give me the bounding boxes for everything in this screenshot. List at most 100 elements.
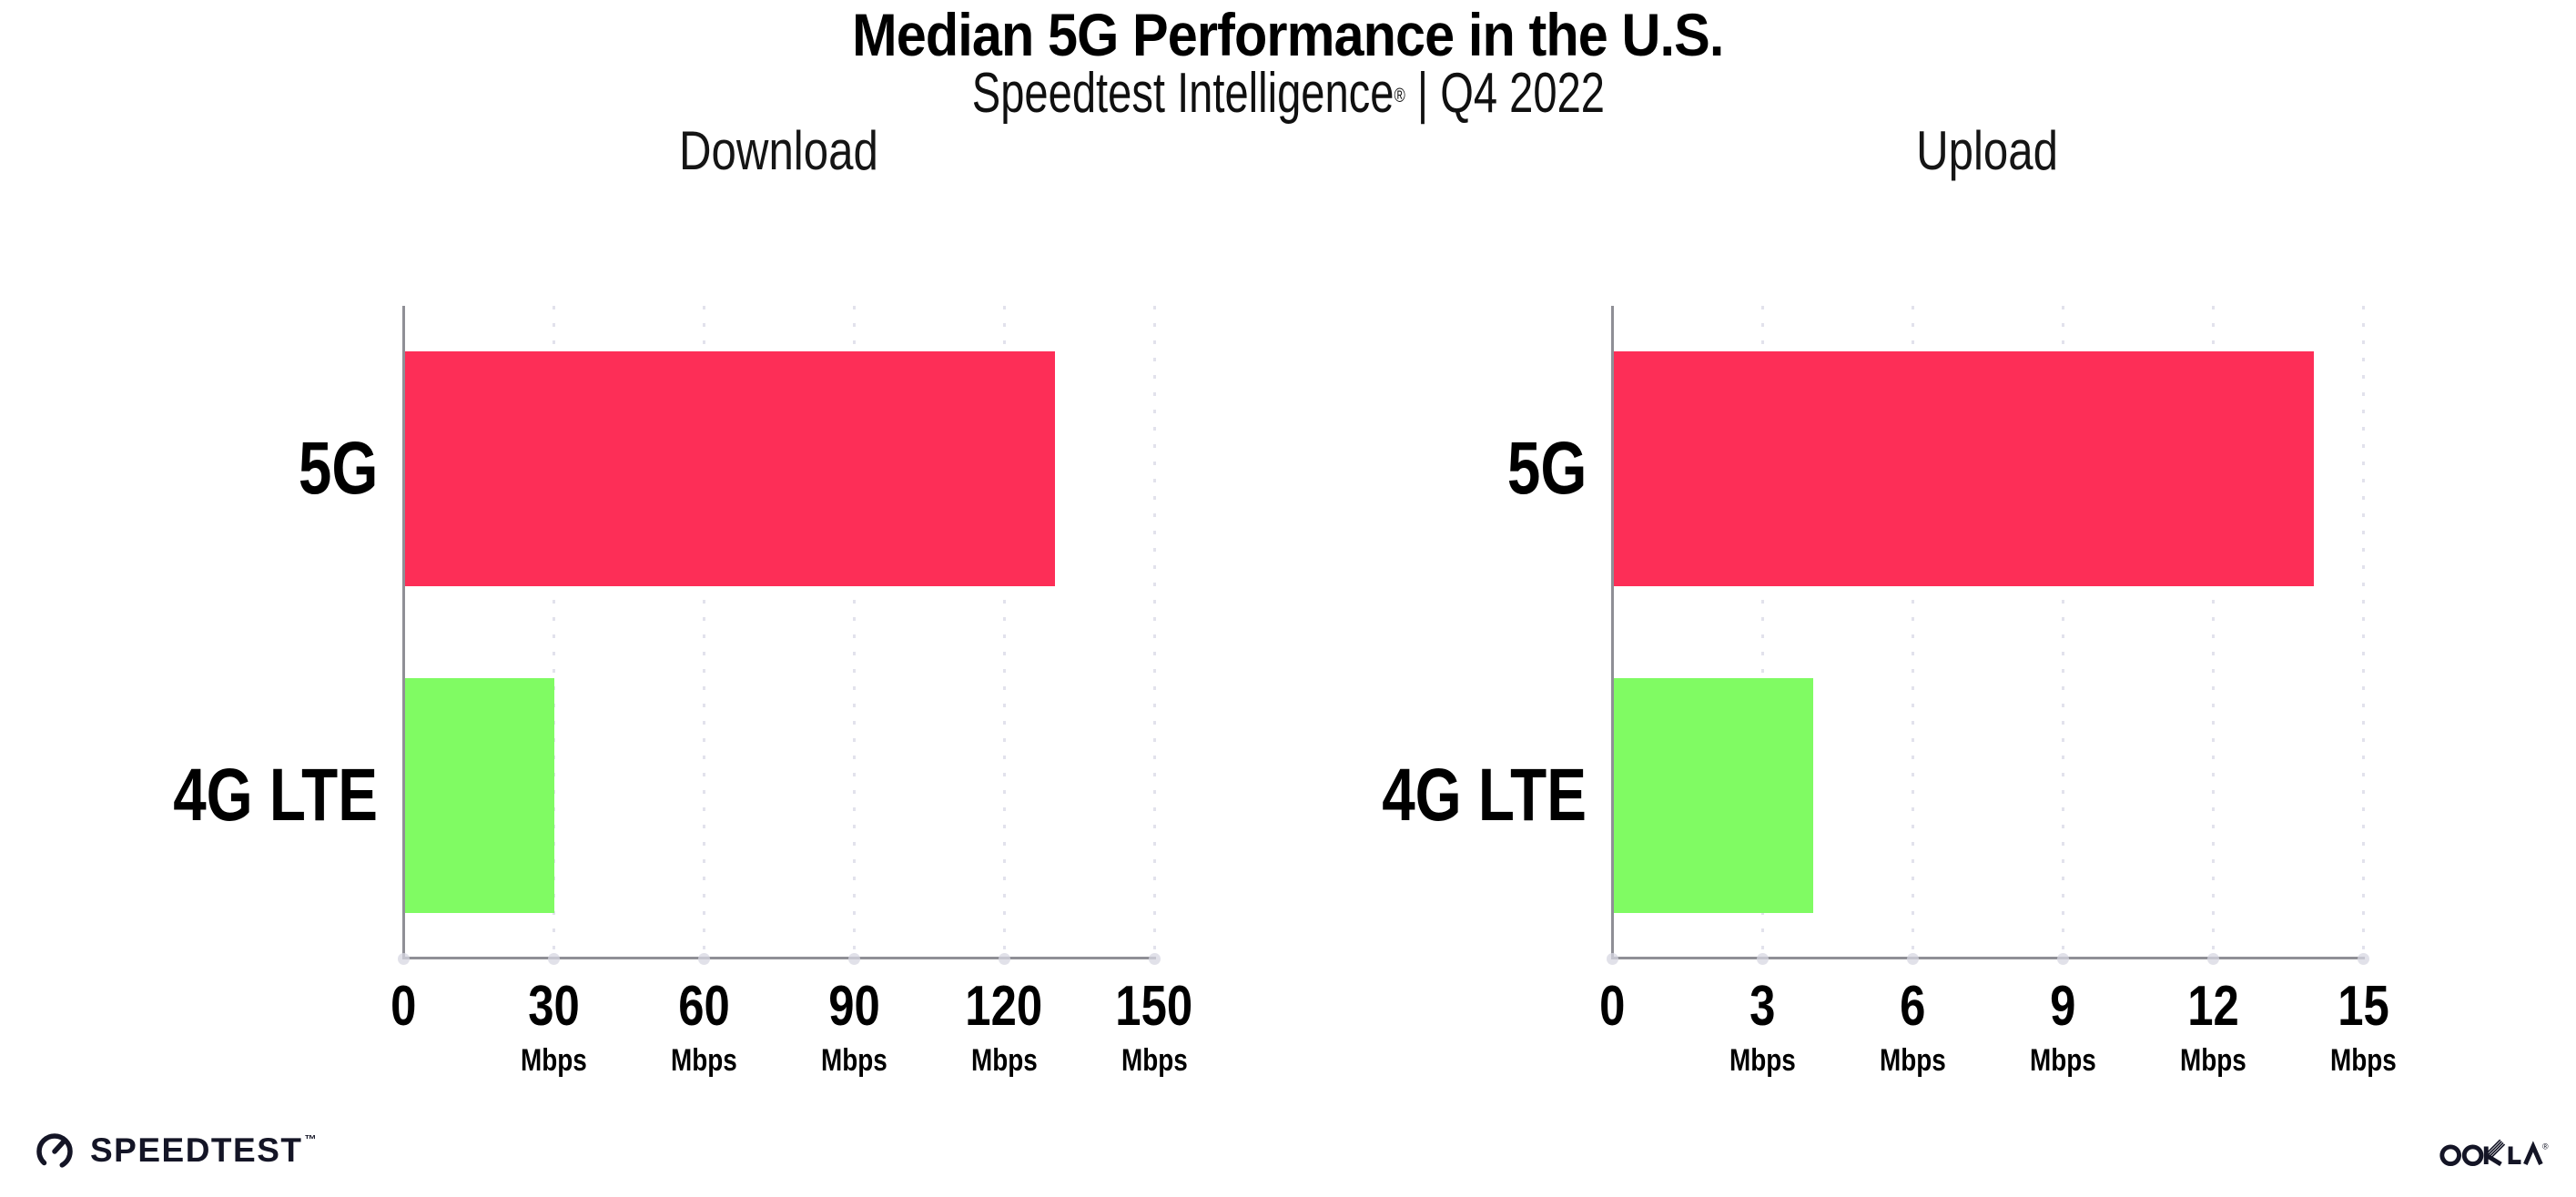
x-tick-unit-text: Mbps	[2179, 1043, 2246, 1078]
upload-chart: Upload 0 3 Mbps 6 Mbps 9 Mbps 12 Mbps 15 Mbps 5G 4G L…	[1382, 120, 2396, 1077]
x-tick-value: 30	[435, 979, 672, 1035]
x-tick-15: 15 Mbps	[2245, 979, 2481, 1078]
x-tick-value: 60	[585, 979, 822, 1035]
x-tick-unit-text: Mbps	[670, 1043, 737, 1078]
x-tick-value-text: 12	[2186, 975, 2239, 1038]
gridline-120	[1002, 306, 1006, 959]
gridline-3	[1760, 306, 1764, 959]
download-y-axis	[402, 306, 405, 959]
upload-x-axis	[1611, 957, 2365, 959]
axis-tick-dot-6	[1906, 953, 1919, 965]
axis-tick-dot-60	[697, 953, 710, 965]
gridline-150	[1152, 306, 1156, 959]
axis-tick-dot-12	[2206, 953, 2219, 965]
upload-y-axis	[1611, 306, 1614, 959]
x-tick-0: 0	[285, 979, 522, 1035]
axis-tick-dot-9	[2056, 953, 2069, 965]
download-chart-title: Download	[403, 119, 1154, 183]
axis-tick-dot-120	[998, 953, 1010, 965]
x-tick-3: 3 Mbps	[1644, 979, 1881, 1078]
x-tick-value-text: 3	[1749, 975, 1776, 1038]
x-tick-value-text: 9	[2049, 975, 2076, 1038]
gridline-6	[1911, 306, 1914, 959]
x-tick-value: 120	[886, 979, 1122, 1035]
x-tick-30: 30 Mbps	[435, 979, 672, 1078]
x-tick-unit: Mbps	[1944, 1044, 2181, 1077]
speedtest-label: SPEEDTEST	[90, 1131, 303, 1169]
category-label-text: 4G LTE	[173, 753, 378, 837]
gridline-15	[2361, 306, 2365, 959]
axis-tick-dot-150	[1148, 953, 1161, 965]
upload-chart-title-text: Upload	[1916, 120, 2059, 181]
x-tick-value: 6	[1794, 979, 2031, 1035]
axis-tick-dot-15	[2357, 953, 2369, 965]
x-tick-unit-text: Mbps	[970, 1043, 1038, 1078]
upload-chart-title: Upload	[1612, 119, 2363, 183]
x-tick-150: 150 Mbps	[1036, 979, 1273, 1078]
page-title: Median 5G Performance in the U.S.	[0, 1, 2576, 68]
x-tick-value: 15	[2245, 979, 2481, 1035]
download-chart-title-text: Download	[679, 120, 878, 181]
x-tick-value-text: 30	[527, 975, 580, 1038]
x-tick-value-text: 6	[1899, 975, 1926, 1038]
subtitle-brand: Speedtest Intelligence	[971, 62, 1394, 125]
x-tick-12: 12 Mbps	[2094, 975, 2331, 1078]
download-x-axis	[402, 957, 1156, 959]
gridline-12	[2211, 306, 2215, 959]
download-bar-5g	[404, 351, 1055, 587]
category-label-text: 5G	[298, 427, 378, 511]
x-tick-value-text: 90	[827, 975, 880, 1038]
upload-bar-4g-lte	[1613, 677, 1813, 913]
download-bar-4g-lte	[404, 677, 554, 913]
x-tick-unit-text: Mbps	[520, 1043, 587, 1078]
upload-bar-5g	[1613, 351, 2314, 587]
x-tick-unit: Mbps	[1036, 1044, 1273, 1077]
page-title-text: Median 5G Performance in the U.S.	[852, 1, 1724, 68]
registered-mark: ®	[1394, 84, 1405, 107]
gridline-30	[552, 306, 555, 959]
x-tick-value-text: 0	[390, 975, 417, 1038]
x-tick-unit: Mbps	[735, 1044, 972, 1077]
page-subtitle: Speedtest Intelligence® | Q4 2022	[0, 66, 2576, 122]
x-tick-value: 150	[1036, 979, 1273, 1035]
speedtest-wordmark: SPEEDTEST ™	[90, 1131, 317, 1169]
x-tick-value-text: 0	[1598, 975, 1626, 1038]
x-tick-6: 6 Mbps	[1794, 979, 2031, 1078]
axis-tick-dot-0	[397, 953, 410, 965]
x-tick-value: 3	[1644, 979, 1881, 1035]
x-tick-9: 9 Mbps	[1944, 979, 2181, 1078]
x-tick-90: 90 Mbps	[735, 979, 972, 1078]
x-tick-unit: Mbps	[2245, 1044, 2481, 1077]
ookla-registered-mark: ®	[2542, 1142, 2549, 1151]
download-category-label-4g-lte: 4G LTE	[0, 750, 378, 841]
x-tick-unit: Mbps	[585, 1044, 822, 1077]
x-tick-value: 0	[1494, 979, 1730, 1035]
x-tick-value-text: 60	[677, 975, 730, 1038]
x-tick-value: 9	[1944, 979, 2181, 1035]
subtitle-period: | Q4 2022	[1405, 62, 1605, 125]
x-tick-unit-text: Mbps	[2329, 1043, 2397, 1078]
x-tick-unit-text: Mbps	[1879, 1043, 1946, 1078]
upload-category-label-5g: 5G	[1040, 423, 1587, 514]
x-tick-unit: Mbps	[435, 1044, 672, 1077]
x-tick-unit: Mbps	[1644, 1044, 1881, 1077]
x-tick-unit-text: Mbps	[1121, 1043, 1188, 1078]
x-tick-unit-text: Mbps	[2029, 1043, 2096, 1078]
ookla-logo: ®	[2439, 1134, 2551, 1171]
ookla-wordmark-icon: ®	[2439, 1139, 2549, 1167]
x-tick-unit: Mbps	[1794, 1044, 2031, 1077]
x-tick-60: 60 Mbps	[585, 979, 822, 1078]
x-tick-unit-text: Mbps	[820, 1043, 887, 1078]
axis-tick-dot-0	[1606, 953, 1618, 965]
x-tick-unit-text: Mbps	[1729, 1043, 1796, 1078]
x-tick-value-text: 150	[1115, 975, 1193, 1038]
speedtest-gauge-icon	[33, 1129, 76, 1172]
axis-tick-dot-30	[547, 953, 560, 965]
upload-category-label-4g-lte: 4G LTE	[1040, 750, 1587, 841]
x-tick-0: 0	[1494, 979, 1730, 1035]
gridline-60	[702, 306, 705, 959]
x-tick-value-text: 120	[965, 975, 1043, 1038]
x-tick-unit: Mbps	[886, 1044, 1122, 1077]
axis-tick-dot-90	[847, 953, 860, 965]
x-tick-value: 90	[735, 979, 972, 1035]
